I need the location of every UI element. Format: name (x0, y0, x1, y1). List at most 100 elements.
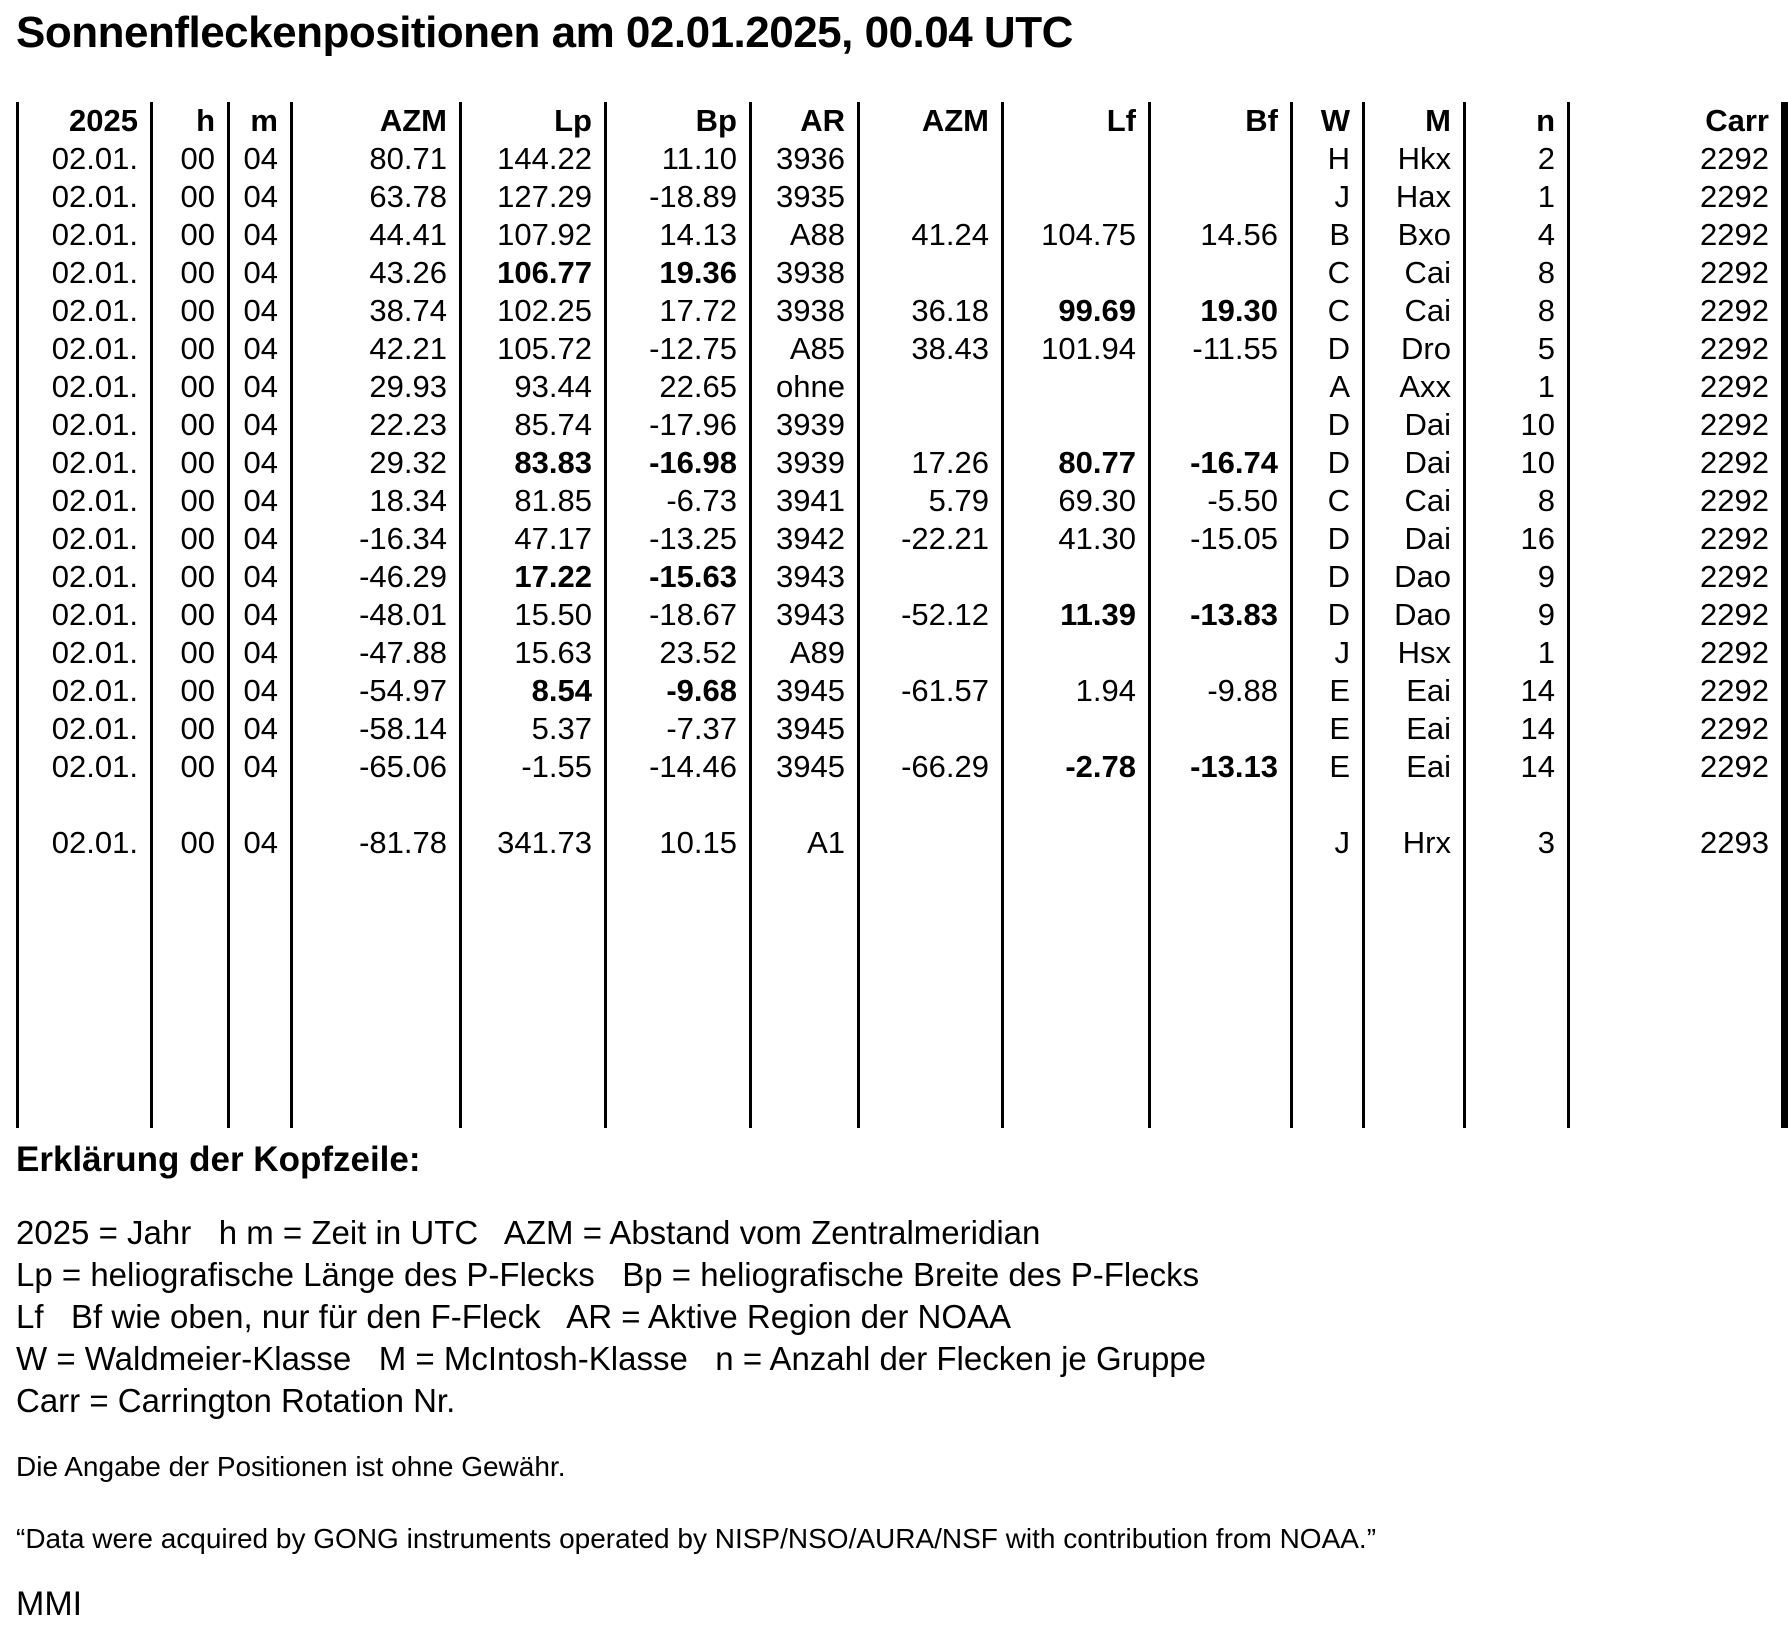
cell: Hax (1362, 178, 1465, 216)
cell: 5.79 (857, 482, 1003, 520)
cell: -81.78 (290, 824, 461, 862)
cell: 36.18 (857, 292, 1003, 330)
cell (227, 1014, 292, 1052)
cell: C (1290, 482, 1364, 520)
cell: 00 (150, 406, 229, 444)
cell: 02.01. (16, 748, 152, 786)
cell: Hsx (1362, 634, 1465, 672)
column-header: M (1362, 102, 1465, 140)
cell: 14.13 (604, 216, 751, 254)
cell: -18.89 (604, 178, 751, 216)
cell: 93.44 (459, 368, 606, 406)
cell: 2292 (1567, 178, 1785, 216)
cell: Dao (1362, 596, 1465, 634)
page-title: Sonnenfleckenpositionen am 02.01.2025, 0… (16, 8, 1073, 57)
cell: 47.17 (459, 520, 606, 558)
cell (1362, 976, 1465, 1014)
gong-credit-note: “Data were acquired by GONG instruments … (16, 1523, 1377, 1554)
cell: 23.52 (604, 634, 751, 672)
spacer-row (16, 862, 1785, 900)
disclaimer-note: Die Angabe der Positionen ist ohne Gewäh… (16, 1451, 566, 1482)
cell: -54.97 (290, 672, 461, 710)
cell (1001, 1014, 1150, 1052)
cell: 04 (227, 634, 292, 672)
cell (16, 900, 152, 938)
cell: D (1290, 596, 1364, 634)
cell (1463, 976, 1569, 1014)
cell (1362, 1090, 1465, 1128)
cell: -16.74 (1148, 444, 1292, 482)
cell: 04 (227, 330, 292, 368)
cell: -9.88 (1148, 672, 1292, 710)
cell: 02.01. (16, 558, 152, 596)
cell (1001, 824, 1150, 862)
cell: -52.12 (857, 596, 1003, 634)
cell (857, 824, 1003, 862)
cell (1290, 786, 1364, 824)
cell: Cai (1362, 482, 1465, 520)
cell (857, 368, 1003, 406)
table-row: 02.01. 00 04 42.21 105.72 -12.75 A85 38.43 101.9… (16, 330, 1785, 368)
cell: 11.39 (1001, 596, 1150, 634)
column-header: Bf (1148, 102, 1292, 140)
cell (459, 938, 606, 976)
cell (227, 786, 292, 824)
cell: 3942 (749, 520, 859, 558)
cell: 2292 (1567, 292, 1785, 330)
cell: 83.83 (459, 444, 606, 482)
cell (857, 1052, 1003, 1090)
cell (1001, 938, 1150, 976)
cell (227, 938, 292, 976)
cell (1148, 254, 1292, 292)
cell: -15.63 (604, 558, 751, 596)
table-row: 02.01. 00 04 -81.78 341.73 10.15 A1 J Hrx 3 2293 (16, 824, 1785, 862)
cell: 341.73 (459, 824, 606, 862)
cell: 4 (1463, 216, 1569, 254)
cell (227, 1090, 292, 1128)
legend-line-carr: Carr = Carrington Rotation Nr. (16, 1382, 456, 1419)
cell: 02.01. (16, 444, 152, 482)
cell (857, 1090, 1003, 1128)
cell (459, 900, 606, 938)
cell: 5 (1463, 330, 1569, 368)
cell (150, 900, 229, 938)
cell: 00 (150, 178, 229, 216)
cell (150, 862, 229, 900)
cell: J (1290, 634, 1364, 672)
cell (1148, 1014, 1292, 1052)
cell: -58.14 (290, 710, 461, 748)
cell (290, 862, 461, 900)
cell: 14 (1463, 672, 1569, 710)
cell: 3939 (749, 444, 859, 482)
table-row: 02.01. 00 04 63.78 127.29 -18.89 3935 J Hax 1 2292 (16, 178, 1785, 216)
cell: D (1290, 444, 1364, 482)
cell: ohne (749, 368, 859, 406)
cell (1290, 862, 1364, 900)
cell: D (1290, 330, 1364, 368)
cell: 00 (150, 710, 229, 748)
cell: -13.83 (1148, 596, 1292, 634)
cell: 00 (150, 520, 229, 558)
cell (16, 976, 152, 1014)
cell: 04 (227, 216, 292, 254)
cell: 00 (150, 634, 229, 672)
cell: 9 (1463, 558, 1569, 596)
table-row: 02.01. 00 04 -54.97 8.54 -9.68 3945 -61.57 1.94-… (16, 672, 1785, 710)
spacer-row (16, 938, 1785, 976)
cell (1148, 140, 1292, 178)
cell: 14.56 (1148, 216, 1292, 254)
cell: -46.29 (290, 558, 461, 596)
cell: -6.73 (604, 482, 751, 520)
cell: 00 (150, 824, 229, 862)
cell (16, 1052, 152, 1090)
cell (16, 862, 152, 900)
cell: -9.68 (604, 672, 751, 710)
cell: E (1290, 748, 1364, 786)
cell: -16.34 (290, 520, 461, 558)
legend-line-lf-bf-ar: Lf Bf wie oben, nur für den F-Fleck AR =… (16, 1298, 1012, 1335)
table-row: 02.01. 00 04 -48.01 15.50 -18.67 3943 -52.12 11.… (16, 596, 1785, 634)
cell (1148, 824, 1292, 862)
cell: 02.01. (16, 368, 152, 406)
cell: 04 (227, 482, 292, 520)
